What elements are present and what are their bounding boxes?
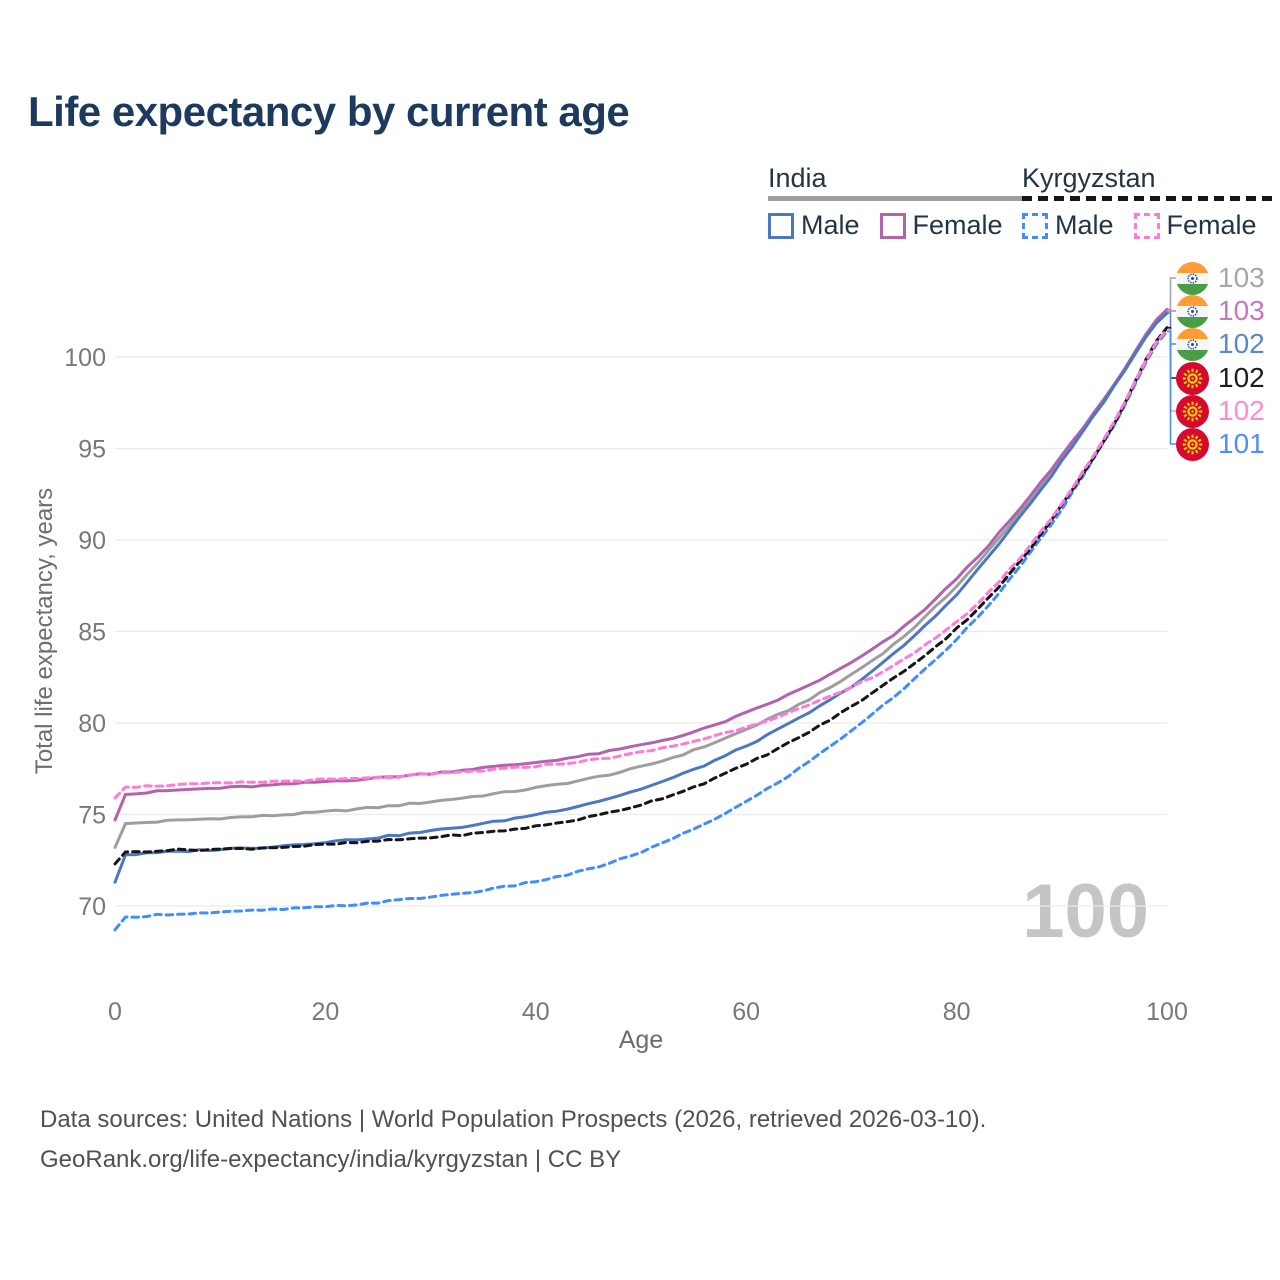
legend-item-india-male[interactable]: Male — [768, 210, 860, 241]
current-age-watermark: 100 — [1022, 869, 1149, 954]
legend-group-india: India Male Female — [768, 163, 1023, 241]
x-axis-title: Age — [618, 1026, 664, 1054]
y-tick-label: 100 — [64, 344, 106, 372]
y-tick-label: 70 — [78, 893, 106, 921]
endpoint-value: 103 — [1218, 295, 1265, 326]
india-line-swatch — [768, 196, 1023, 201]
kyrgyzstan-male-swatch-icon — [1022, 212, 1048, 239]
endpoint-leader-line — [1167, 308, 1178, 312]
kyrgyzstan-line-swatch — [1022, 196, 1277, 201]
endpoint-value: 102 — [1218, 395, 1265, 426]
y-tick-label: 80 — [78, 710, 106, 738]
endpoint-value: 102 — [1218, 328, 1265, 359]
india-flag-icon — [1176, 261, 1209, 295]
x-tick-label: 80 — [943, 998, 971, 1026]
india-male-swatch-icon — [768, 212, 794, 239]
kyrgyzstan-female-swatch-icon — [1133, 212, 1160, 239]
x-tick-label: 40 — [522, 998, 550, 1026]
x-tick-label: 60 — [732, 998, 760, 1026]
series-line-kyrgyzstan-both[interactable] — [113, 326, 1169, 866]
kyrgyzstan-flag-icon — [1176, 361, 1209, 395]
endpoint-label-kyrgyzstan-both: 102 — [1176, 361, 1265, 395]
series-line-kyrgyzstan-male[interactable] — [113, 329, 1169, 932]
legend-item-label: Female — [912, 210, 1003, 240]
legend-country-label: Kyrgyzstan — [1022, 163, 1156, 193]
india-flag-icon — [1176, 294, 1209, 328]
legend-item-india-female[interactable]: Female — [879, 210, 1003, 241]
georank-url-caption: GeoRank.org/life-expectancy/india/kyrgyz… — [40, 1146, 622, 1173]
series-line-india-male[interactable] — [113, 311, 1169, 884]
series-line-kyrgyzstan-female[interactable] — [113, 328, 1169, 800]
legend-item-label: Male — [801, 210, 860, 240]
y-axis-title: Total life expectancy, years — [31, 487, 58, 775]
x-tick-label: 100 — [1146, 998, 1188, 1026]
legend-item-kyrgyzstan-female[interactable]: Female — [1133, 210, 1257, 241]
x-tick-label: 20 — [311, 998, 339, 1026]
y-tick-label: 90 — [78, 527, 106, 555]
endpoint-leader-line — [1167, 330, 1178, 445]
endpoint-label-india-female: 103 — [1176, 294, 1265, 328]
page-title: Life expectancy by current age — [28, 88, 630, 135]
series-line-india-female[interactable] — [113, 307, 1169, 822]
endpoint-label-india-male: 102 — [1176, 327, 1265, 361]
endpoint-value: 102 — [1218, 362, 1265, 393]
data-sources-caption: Data sources: United Nations | World Pop… — [40, 1106, 987, 1133]
endpoint-value: 101 — [1218, 428, 1265, 459]
endpoint-label-kyrgyzstan-male: 101 — [1176, 427, 1265, 461]
legend-country-label: India — [768, 163, 827, 193]
x-tick-label: 0 — [108, 998, 122, 1026]
legend-country-india[interactable]: India — [768, 163, 1023, 201]
y-tick-label: 95 — [78, 436, 106, 464]
india-female-swatch-icon — [879, 212, 906, 239]
series-line-india-both[interactable] — [113, 309, 1169, 849]
legend-country-kyrgyzstan[interactable]: Kyrgyzstan — [1022, 163, 1277, 201]
india-flag-icon — [1176, 327, 1209, 361]
endpoint-leader-line — [1167, 277, 1178, 313]
kyrgyzstan-flag-icon — [1176, 394, 1209, 428]
legend-item-kyrgyzstan-male[interactable]: Male — [1022, 210, 1114, 241]
legend-item-label: Male — [1055, 210, 1114, 240]
endpoint-value: 103 — [1218, 262, 1265, 293]
endpoint-label-kyrgyzstan-female: 102 — [1176, 394, 1265, 428]
legend-group-kyrgyzstan: Kyrgyzstan Male Female — [1022, 163, 1277, 241]
endpoint-label-india-both: 103 — [1176, 261, 1265, 295]
y-tick-label: 75 — [78, 802, 106, 830]
kyrgyzstan-flag-icon — [1176, 427, 1209, 461]
legend-item-label: Female — [1166, 210, 1257, 240]
y-tick-label: 85 — [78, 619, 106, 647]
